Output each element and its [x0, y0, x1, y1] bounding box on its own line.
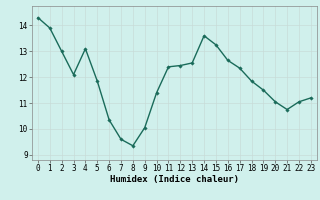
X-axis label: Humidex (Indice chaleur): Humidex (Indice chaleur) [110, 175, 239, 184]
